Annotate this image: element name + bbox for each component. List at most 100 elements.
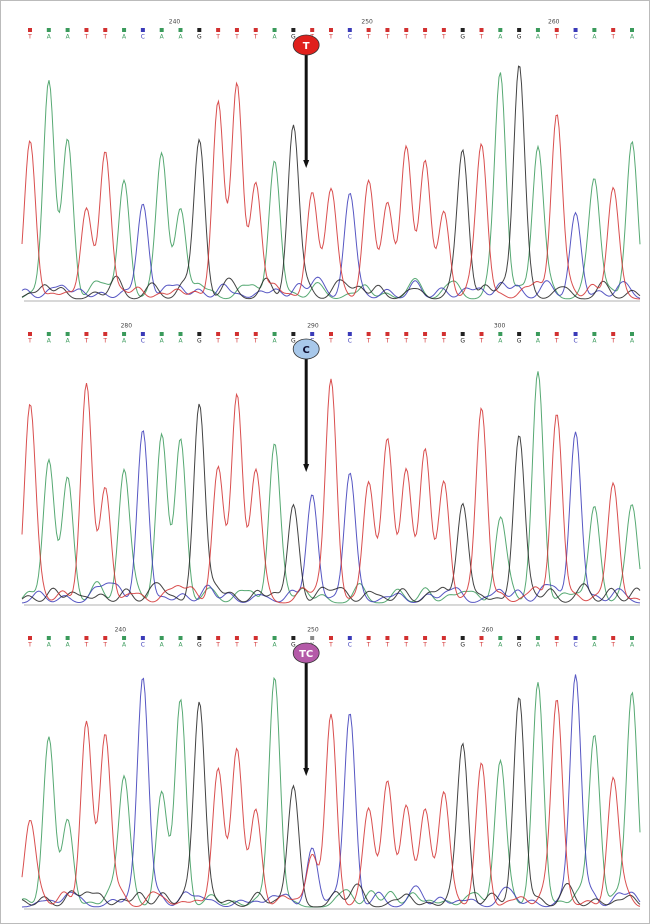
- base-marker: [555, 332, 559, 336]
- base-marker: [235, 28, 239, 32]
- position-number: 250: [307, 627, 319, 634]
- base-marker: [592, 332, 596, 336]
- position-number: 290: [307, 323, 319, 330]
- base-letter: G: [517, 338, 522, 345]
- base-letter: C: [141, 34, 145, 41]
- base-letter: T: [328, 34, 333, 41]
- base-marker: [84, 636, 88, 640]
- base-marker: [461, 636, 465, 640]
- base-letter: C: [348, 642, 352, 649]
- base-marker: [611, 636, 615, 640]
- base-letter: T: [84, 642, 89, 649]
- base-letter: T: [403, 338, 408, 345]
- base-marker: [574, 332, 578, 336]
- base-marker: [141, 332, 145, 336]
- base-marker: [423, 636, 427, 640]
- base-marker: [630, 332, 634, 336]
- mutation-label: T: [303, 41, 310, 52]
- base-marker: [574, 28, 578, 32]
- base-letter: T: [102, 338, 107, 345]
- base-marker: [103, 636, 107, 640]
- base-marker: [404, 332, 408, 336]
- base-marker: [216, 332, 220, 336]
- base-marker: [574, 636, 578, 640]
- base-marker: [442, 332, 446, 336]
- base-marker: [480, 332, 484, 336]
- base-marker: [517, 332, 521, 336]
- base-marker: [254, 28, 258, 32]
- base-marker: [197, 28, 201, 32]
- base-letter: T: [234, 34, 239, 41]
- base-letter: T: [215, 338, 220, 345]
- base-letter: T: [84, 34, 89, 41]
- base-letter: C: [348, 338, 352, 345]
- base-letter: C: [348, 34, 352, 41]
- base-letter: G: [460, 642, 465, 649]
- base-marker: [329, 636, 333, 640]
- mutation-label: C: [303, 345, 310, 356]
- base-marker: [329, 332, 333, 336]
- base-marker: [480, 636, 484, 640]
- base-marker: [404, 636, 408, 640]
- base-marker: [592, 636, 596, 640]
- base-marker: [555, 28, 559, 32]
- base-marker: [273, 28, 277, 32]
- base-letter: T: [84, 338, 89, 345]
- base-marker: [367, 28, 371, 32]
- base-letter: G: [460, 34, 465, 41]
- base-marker: [592, 28, 596, 32]
- base-marker: [179, 28, 183, 32]
- base-letter: T: [479, 34, 484, 41]
- base-marker: [536, 28, 540, 32]
- base-marker: [442, 28, 446, 32]
- base-marker: [348, 28, 352, 32]
- base-marker: [404, 28, 408, 32]
- base-letter: T: [422, 34, 427, 41]
- base-letter: G: [197, 642, 202, 649]
- base-marker: [66, 28, 70, 32]
- base-marker: [461, 28, 465, 32]
- base-marker: [329, 28, 333, 32]
- base-letter: T: [422, 642, 427, 649]
- base-letter: T: [441, 338, 446, 345]
- position-number: 260: [548, 19, 560, 26]
- base-letter: T: [610, 34, 615, 41]
- base-letter: G: [197, 338, 202, 345]
- base-letter: T: [253, 34, 258, 41]
- base-marker: [498, 636, 502, 640]
- base-marker: [367, 636, 371, 640]
- base-letter: T: [366, 34, 371, 41]
- base-marker: [348, 636, 352, 640]
- base-marker: [47, 332, 51, 336]
- base-letter: T: [610, 642, 615, 649]
- base-marker: [122, 332, 126, 336]
- base-marker: [555, 636, 559, 640]
- base-letter: C: [573, 338, 577, 345]
- base-letter: T: [441, 34, 446, 41]
- base-marker: [498, 332, 502, 336]
- base-marker: [160, 332, 164, 336]
- base-marker: [179, 332, 183, 336]
- base-letter: T: [102, 34, 107, 41]
- base-letter: T: [27, 642, 32, 649]
- base-marker: [103, 28, 107, 32]
- base-letter: T: [234, 338, 239, 345]
- base-marker: [254, 332, 258, 336]
- base-letter: T: [253, 642, 258, 649]
- base-letter: C: [141, 642, 145, 649]
- base-letter: G: [517, 642, 522, 649]
- base-marker: [28, 332, 32, 336]
- base-marker: [442, 636, 446, 640]
- base-letter: T: [102, 642, 107, 649]
- base-marker: [385, 332, 389, 336]
- base-marker: [423, 332, 427, 336]
- base-letter: T: [328, 642, 333, 649]
- base-marker: [141, 28, 145, 32]
- base-marker: [160, 28, 164, 32]
- base-marker: [28, 28, 32, 32]
- mutation-label: TC: [299, 649, 313, 660]
- base-marker: [122, 636, 126, 640]
- base-marker: [28, 636, 32, 640]
- base-letter: T: [366, 338, 371, 345]
- base-marker: [310, 332, 314, 336]
